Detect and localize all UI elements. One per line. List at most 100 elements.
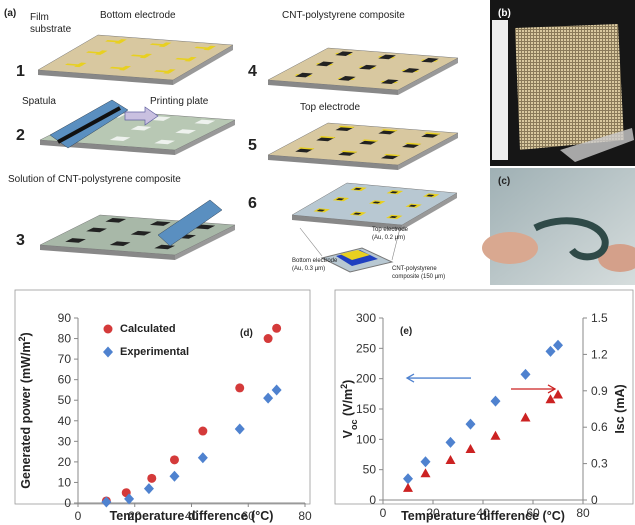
marker [235,383,245,393]
spatula-edge [57,106,121,144]
legend-marker [103,324,113,334]
y-tick-label: 300 [356,311,376,325]
step-number: 6 [248,195,257,212]
arrow-head [405,373,415,383]
pad [372,201,381,204]
marker [198,426,208,436]
y-axis-label-part: ) [341,380,355,384]
pad [402,68,420,73]
pad [426,194,435,197]
y-axis-label-part: 2 [17,336,27,341]
marker [124,493,135,505]
label: Printing plate [150,96,209,107]
pad [335,51,353,56]
marker [403,482,413,492]
x-tick-label: 40 [185,509,199,523]
pad [295,72,313,78]
pad [421,57,439,63]
y-axis-label-part: V [341,429,355,438]
y2-tick-label: 0.6 [591,420,608,434]
pad [383,153,401,157]
pad [130,125,152,131]
pad [163,69,176,74]
marker [169,455,179,465]
y-axis-label-part: (V/m [341,389,355,420]
plate-side [402,193,457,230]
y-tick-label: 90 [58,311,72,325]
label: Bottom electrode [292,258,338,264]
label: CNT-polystyrene composite [282,10,405,21]
legend-marker [103,346,113,358]
chart-frame [14,289,311,505]
label: substrate [30,24,72,35]
pad [381,129,398,132]
leader [299,227,323,257]
pad [389,191,399,194]
step-number: 5 [248,137,257,154]
y-axis-label-part: ) [19,332,33,336]
pad [340,250,370,260]
marker [490,395,501,407]
pad [389,215,398,219]
x-tick-label: 40 [476,506,490,520]
y-axis-label-part: oc [349,419,359,430]
marker [197,452,208,464]
y-tick-label: 0 [369,493,376,507]
y2-tick-label: 1.2 [591,347,608,361]
panel-label: (c) [498,176,510,187]
pad [359,64,377,70]
legend-label: Calculated [120,323,176,335]
y-tick-label: 20 [58,455,72,469]
pad [154,139,175,145]
label: CNT-polystyrene [392,266,437,272]
x-tick-label: 0 [380,506,387,520]
y2-tick-label: 0.9 [591,384,608,398]
marker [490,430,501,440]
marker [420,468,431,478]
plate-side [40,245,175,260]
pad [404,142,422,146]
pad [316,61,334,67]
marker [420,456,431,468]
pad [361,139,379,142]
label: Bottom electrode [100,10,176,21]
x-axis-label: Temperature difference (°C) [110,509,274,523]
pad [65,238,86,243]
step-number: 2 [16,127,25,144]
y-tick-label: 70 [58,352,72,366]
plate-side [38,70,173,85]
step-number: 3 [16,232,25,249]
label: Top electrode [372,227,409,233]
pad [149,221,171,226]
arrow [124,106,159,126]
pad [338,125,355,129]
plate-side [175,120,235,155]
y-tick-label: 150 [356,402,376,416]
marker [465,418,476,430]
step-number: 4 [248,63,257,80]
marker [143,483,154,495]
marker [553,339,563,351]
pad [118,65,132,71]
chart-frame [334,289,634,505]
label: Top electrode [300,102,360,113]
y2-tick-label: 0.3 [591,457,608,471]
x-tick-label: 20 [128,509,142,523]
pad [109,136,131,141]
y-axis-label: Voc (V/m2) [339,380,359,439]
plate-side [398,133,458,170]
pad [424,132,441,135]
pad [158,42,172,47]
marker [263,392,274,404]
panel-label: (a) [4,8,16,19]
y-tick-label: 60 [58,373,72,387]
schematic [37,34,459,273]
pad [336,198,345,201]
pad [194,119,216,125]
pad [175,129,196,134]
label: Spatula [22,96,56,107]
marker [553,389,563,399]
y-tick-label: 200 [356,372,376,386]
marker [147,473,157,483]
label: Solution of CNT-polystyrene composite [8,174,181,185]
